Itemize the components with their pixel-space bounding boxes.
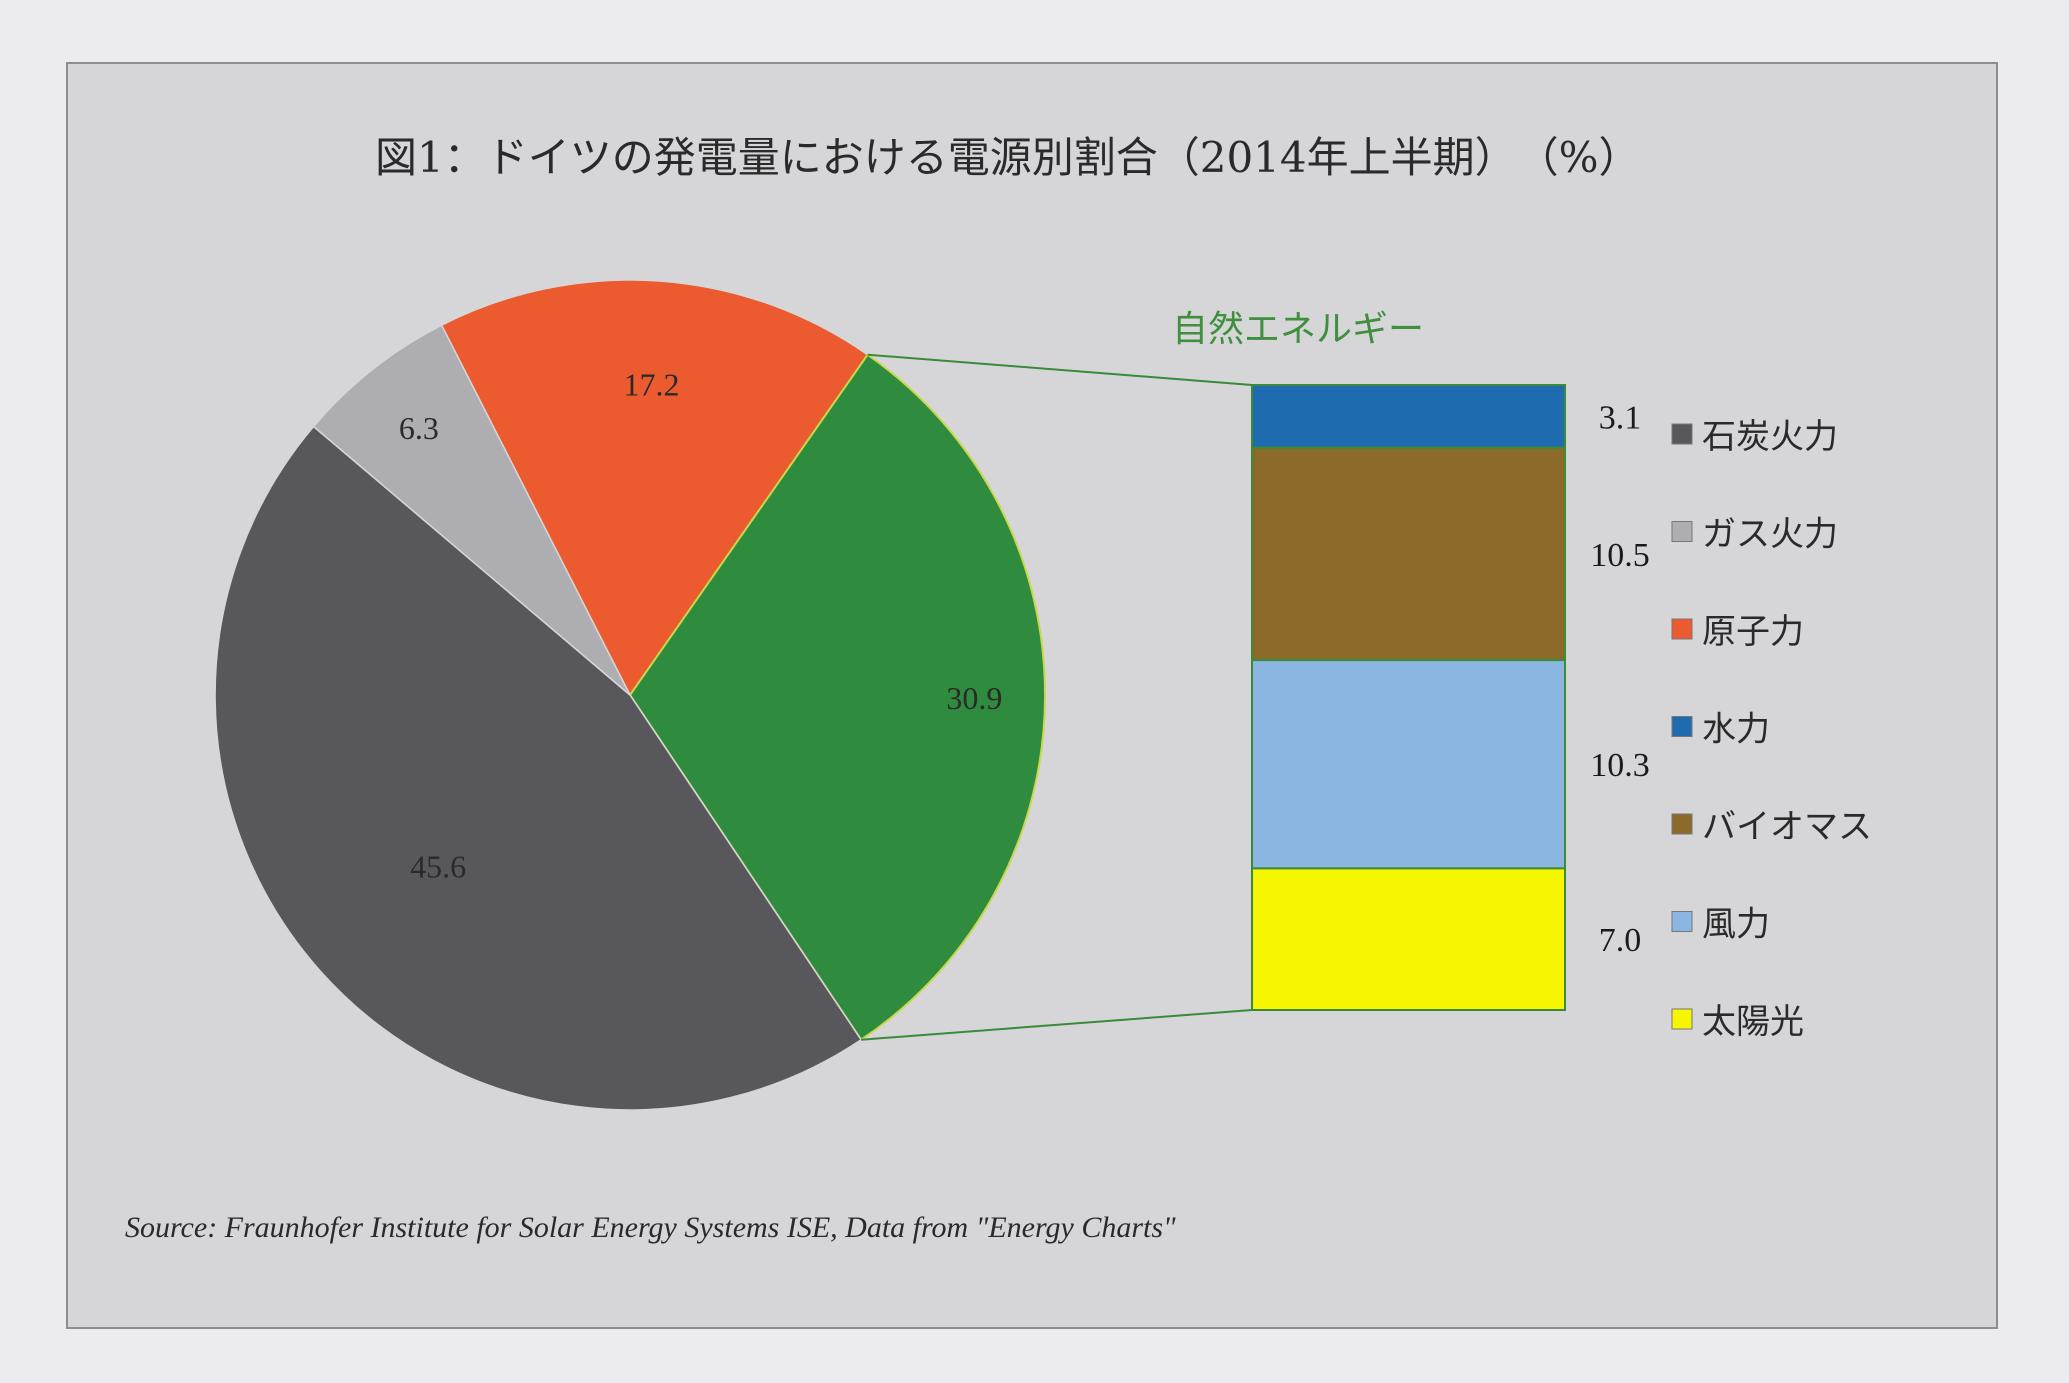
- legend-label-item-1: ガス火力: [1702, 515, 1838, 555]
- pie-slice-item-2: [440, 279, 869, 697]
- pie-label-item-2: 17.2: [624, 367, 680, 403]
- legend-swatch-item-6: [1671, 1008, 1693, 1030]
- bar-segment-item-1: [1251, 446, 1566, 662]
- legend-label-item-6: 太陽光: [1702, 1002, 1804, 1042]
- pie-slice-item-3: [628, 353, 1047, 1042]
- breakdown-stacked-bar: 3.1 10.5 10.3 7.0: [1251, 384, 1650, 1012]
- connector-top: [867, 353, 1253, 386]
- bar-segment-item-0: [1251, 384, 1566, 449]
- legend-swatch-item-0: [1671, 423, 1693, 445]
- breakdown-title: 自然エネルギー: [1172, 309, 1424, 350]
- pie-label-item-0: 45.6: [410, 848, 466, 884]
- connector-bottom: [861, 1009, 1253, 1041]
- pie-chart: 17.2 30.9 45.6 6.3: [214, 279, 1047, 1111]
- legend-label-item-3: 水力: [1702, 710, 1770, 750]
- bar-label-item-0: 3.1: [1599, 399, 1642, 436]
- legend-swatch-item-3: [1671, 716, 1693, 737]
- bar-segment-item-2: [1251, 659, 1566, 870]
- bar-segment-item-3: [1251, 867, 1566, 1012]
- pie-slice-item-1: [312, 324, 631, 696]
- legend-swatch-item-5: [1671, 911, 1693, 932]
- legend-label-item-0: 石炭火力: [1702, 417, 1838, 457]
- legend-swatch-item-4: [1671, 813, 1693, 835]
- pie-label-item-1: 6.3: [399, 410, 439, 446]
- pie-slice-item-0: [214, 425, 863, 1111]
- source-note: Source: Fraunhofer Institute for Solar E…: [125, 1211, 1176, 1244]
- bar-label-item-3: 7.0: [1599, 922, 1642, 959]
- chart-title: 図1：ドイツの発電量における電源別割合（2014年上半期） （%）: [375, 133, 1641, 182]
- pie-label-item-3: 30.9: [946, 680, 1002, 716]
- legend-swatch-item-2: [1671, 618, 1693, 640]
- legend-label-item-2: 原子力: [1702, 612, 1804, 652]
- legend-label-item-4: バイオマス: [1702, 807, 1872, 847]
- legend-swatch-item-1: [1671, 521, 1693, 542]
- bar-label-item-1: 10.5: [1590, 537, 1650, 574]
- legend-label-item-5: 風力: [1702, 905, 1770, 945]
- bar-label-item-2: 10.3: [1590, 747, 1650, 784]
- breakdown-connectors: [861, 353, 1253, 1041]
